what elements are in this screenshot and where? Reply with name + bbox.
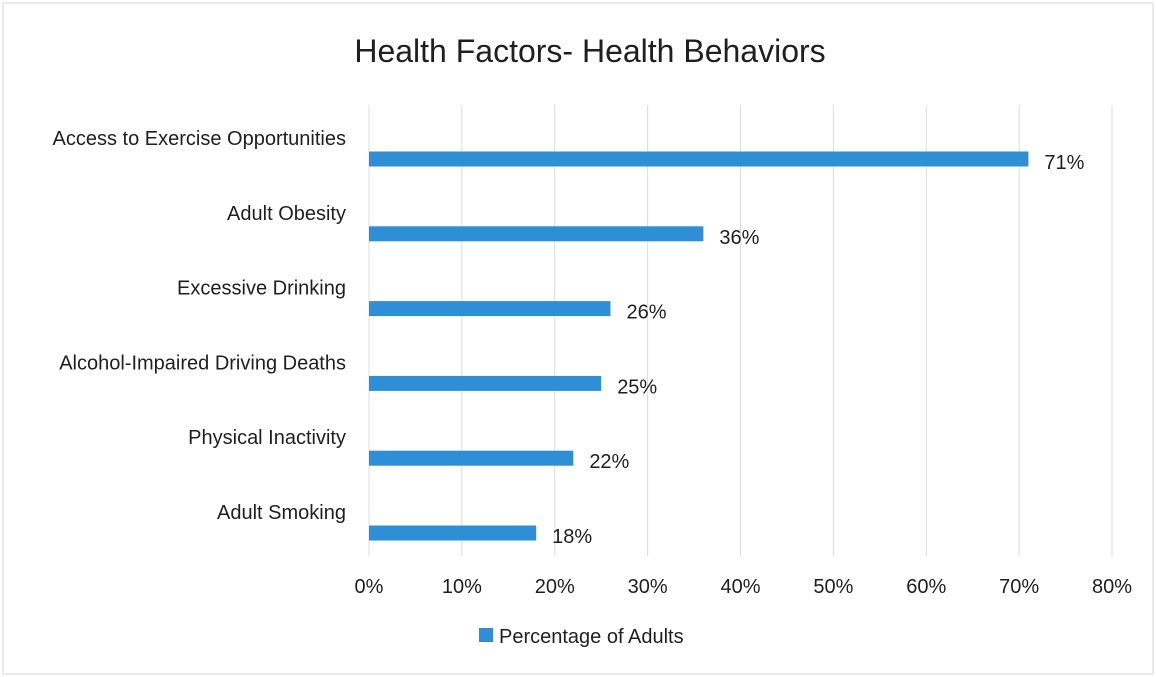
x-tick-label: 30% [628, 576, 668, 598]
bars [369, 151, 1029, 541]
data-label: 26% [626, 302, 666, 324]
category-labels: Access to Exercise Opportunities Adult Ob… [53, 128, 346, 524]
data-label: 25% [617, 376, 657, 398]
data-label: 71% [1044, 152, 1084, 174]
x-tick-label: 60% [906, 576, 946, 598]
bar [369, 450, 574, 466]
bar [369, 525, 537, 541]
bar [369, 151, 1029, 167]
category-label: Alcohol-Impaired Driving Deaths [59, 352, 346, 374]
x-tick-label: 10% [442, 576, 482, 598]
data-label: 22% [589, 451, 629, 473]
category-label: Adult Smoking [217, 502, 346, 524]
legend-label: Percentage of Adults [499, 626, 684, 648]
legend: Percentage of Adults [479, 626, 684, 648]
bar [369, 226, 704, 242]
x-tick-label: 50% [813, 576, 853, 598]
gridlines [368, 105, 1113, 556]
data-label: 18% [552, 526, 592, 548]
x-tick-label: 20% [535, 576, 575, 598]
category-label: Physical Inactivity [188, 427, 346, 449]
bar [369, 301, 611, 317]
x-tick-label: 0% [355, 576, 384, 598]
x-axis-tick-labels: 0% 10% 20% 30% 40% 50% 60% 70% 80% [355, 576, 1133, 598]
data-label: 36% [719, 227, 759, 249]
bar [369, 375, 602, 391]
legend-swatch [479, 628, 493, 642]
data-labels: 71% 36% 26% 25% 22% 18% [552, 152, 1084, 548]
x-tick-label: 70% [999, 576, 1039, 598]
category-label: Adult Obesity [227, 203, 346, 225]
x-tick-label: 40% [720, 576, 760, 598]
chart-title: Health Factors- Health Behaviors [354, 33, 825, 69]
x-tick-label: 80% [1092, 576, 1132, 598]
category-label: Excessive Drinking [177, 278, 346, 300]
category-label: Access to Exercise Opportunities [53, 128, 346, 150]
